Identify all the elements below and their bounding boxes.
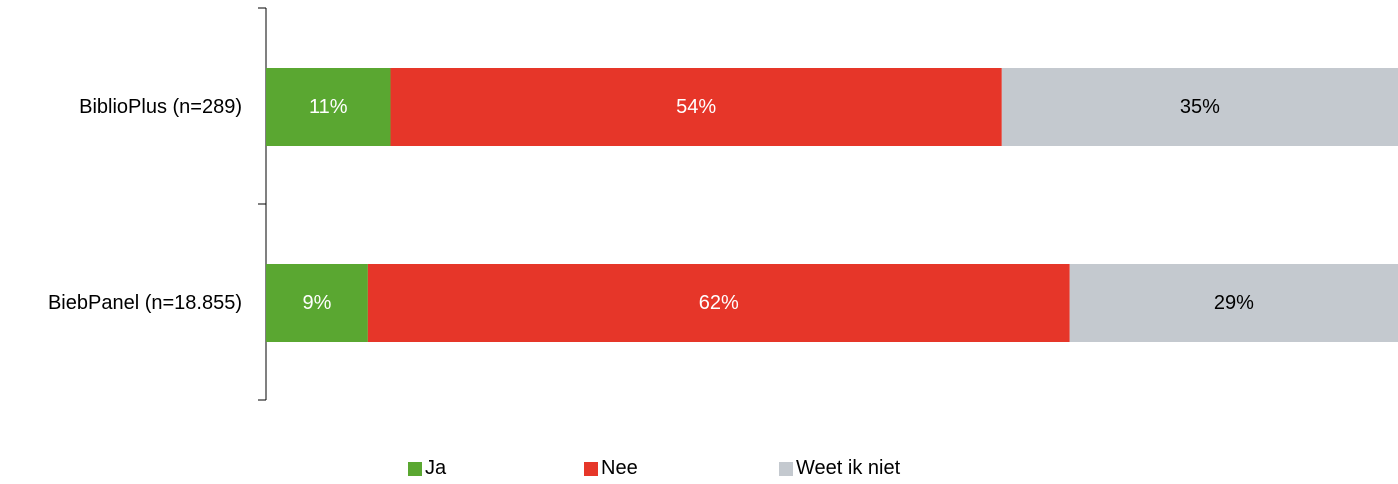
category-label: BiblioPlus (n=289) xyxy=(79,96,242,118)
legend-swatch xyxy=(408,462,422,476)
data-label: 29% xyxy=(1214,292,1254,314)
bar-segment-nee xyxy=(390,68,1002,146)
legend-swatch xyxy=(779,462,793,476)
bar-plot-area: 11% 54% 35% 9% 62% 29% xyxy=(266,68,1398,342)
bar-segment-weet-ik-niet xyxy=(1069,264,1398,342)
bar-segment-ja xyxy=(266,68,391,146)
data-label: 35% xyxy=(1180,96,1220,118)
bar-segment-nee xyxy=(367,264,1070,342)
legend-swatch xyxy=(584,462,598,476)
data-label: 11% xyxy=(309,96,348,118)
data-label: 9% xyxy=(302,292,331,314)
data-label: 54% xyxy=(676,96,716,118)
category-label: BiebPanel (n=18.855) xyxy=(48,292,242,314)
bar-segment-weet-ik-niet xyxy=(1001,68,1398,146)
legend-label: Weet ik niet xyxy=(796,457,901,479)
bar-segment-ja xyxy=(266,264,368,342)
y-axis xyxy=(258,7,267,401)
data-label: 62% xyxy=(699,292,739,314)
legend-label: Ja xyxy=(425,457,447,479)
category-labels: BiblioPlus (n=289) BiebPanel (n=18.855) xyxy=(48,96,242,314)
legend-label: Nee xyxy=(601,457,638,479)
legend: Ja Nee Weet ik niet xyxy=(408,457,901,479)
